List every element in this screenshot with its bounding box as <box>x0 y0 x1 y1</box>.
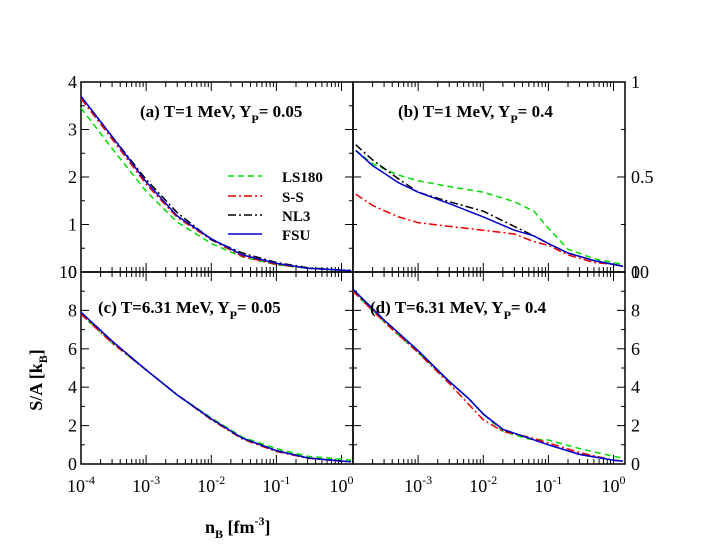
y-tick-label: 4 <box>631 377 640 397</box>
y-tick-label: 0 <box>631 454 640 474</box>
x-tick-label: 10-3 <box>132 473 160 496</box>
x-tick-label: 10-3 <box>404 473 432 496</box>
series-fsu-panel-c <box>80 311 352 463</box>
series-s-s-panel-c <box>80 313 352 463</box>
panels-layer: 0 1 2 3 4 (a) T=1 MeV, YP= 0.05 0 0.5 1 (b) T=1 M… <box>59 72 654 496</box>
y-tick-label: 1 <box>631 72 640 92</box>
panel-c: 0 2 4 6 8 10 10-4 10-3 10-2 10-1 100 (c) T=6.31 MeV… <box>59 262 354 496</box>
series-fsu-panel-b <box>355 149 624 268</box>
x-tick-label: 10-2 <box>197 473 225 496</box>
y-tick-label: 0.5 <box>631 167 654 187</box>
legend-label-nl3: NL3 <box>282 209 310 225</box>
x-tick-label: 10-2 <box>469 473 497 496</box>
y-tick-label: 0 <box>631 262 640 282</box>
legend-label-fsu: FSU <box>282 228 311 244</box>
y-tick-label: 1 <box>68 215 77 235</box>
x-tick-label: 10-1 <box>262 473 290 496</box>
series-ls180-panel-a <box>80 107 352 272</box>
series-s-s-panel-d <box>352 290 624 462</box>
x-tick-label: 10-1 <box>534 473 562 496</box>
panel-title-d: (d) T=6.31 MeV, YP= 0.4 <box>370 298 547 322</box>
y-tick-label: 0 <box>68 262 77 282</box>
series-fsu-panel-d <box>352 288 624 462</box>
series-nl3-panel-c <box>80 311 352 463</box>
y-tick-label: 8 <box>68 300 77 320</box>
x-axis-title: nB [fm-3] <box>205 514 271 541</box>
panel-title-b: (b) T=1 MeV, YP= 0.4 <box>398 102 553 126</box>
x-tick-label: 100 <box>330 473 354 496</box>
x-tick-label: 10-4 <box>67 473 95 496</box>
series-ls180-panel-b <box>355 149 624 266</box>
y-axis-title: S/A [kB] <box>26 349 50 411</box>
y-tick-label: 2 <box>68 416 77 436</box>
panel-d: 0 2 4 6 8 10 10-3 10-2 10-1 100 (d) T=6.31 MeV, YP… <box>352 262 649 496</box>
y-tick-label: 0 <box>68 454 77 474</box>
y-tick-label: 2 <box>68 167 77 187</box>
panel-a: 0 1 2 3 4 (a) T=1 MeV, YP= 0.05 <box>68 72 354 282</box>
panel-b: 0 0.5 1 (b) T=1 MeV, YP= 0.4 <box>352 72 654 282</box>
panel-title-a: (a) T=1 MeV, YP= 0.05 <box>140 102 302 126</box>
series-nl3-panel-b <box>355 144 624 268</box>
y-tick-label: 3 <box>68 120 77 140</box>
y-tick-label: 6 <box>631 339 640 359</box>
legend-label-ls180: LS180 <box>282 170 323 186</box>
series-s-s-panel-a <box>80 98 352 272</box>
y-tick-label: 10 <box>631 262 649 282</box>
y-tick-label: 4 <box>68 72 77 92</box>
y-tick-label: 4 <box>68 377 77 397</box>
y-tick-label: 6 <box>68 339 77 359</box>
y-tick-label: 8 <box>631 300 640 320</box>
legend-label-s-s: S-S <box>282 190 304 206</box>
x-tick-label: 100 <box>602 473 626 496</box>
series-s-s-panel-b <box>355 193 624 268</box>
series-fsu-panel-a <box>80 95 352 272</box>
legend: LS180 S-S NL3 FSU <box>228 170 323 244</box>
y-tick-label: 2 <box>631 416 640 436</box>
y-tick-label: 10 <box>59 262 77 282</box>
panel-title-c: (c) T=6.31 MeV, YP= 0.05 <box>98 298 281 322</box>
series-ls180-panel-c <box>80 313 352 461</box>
